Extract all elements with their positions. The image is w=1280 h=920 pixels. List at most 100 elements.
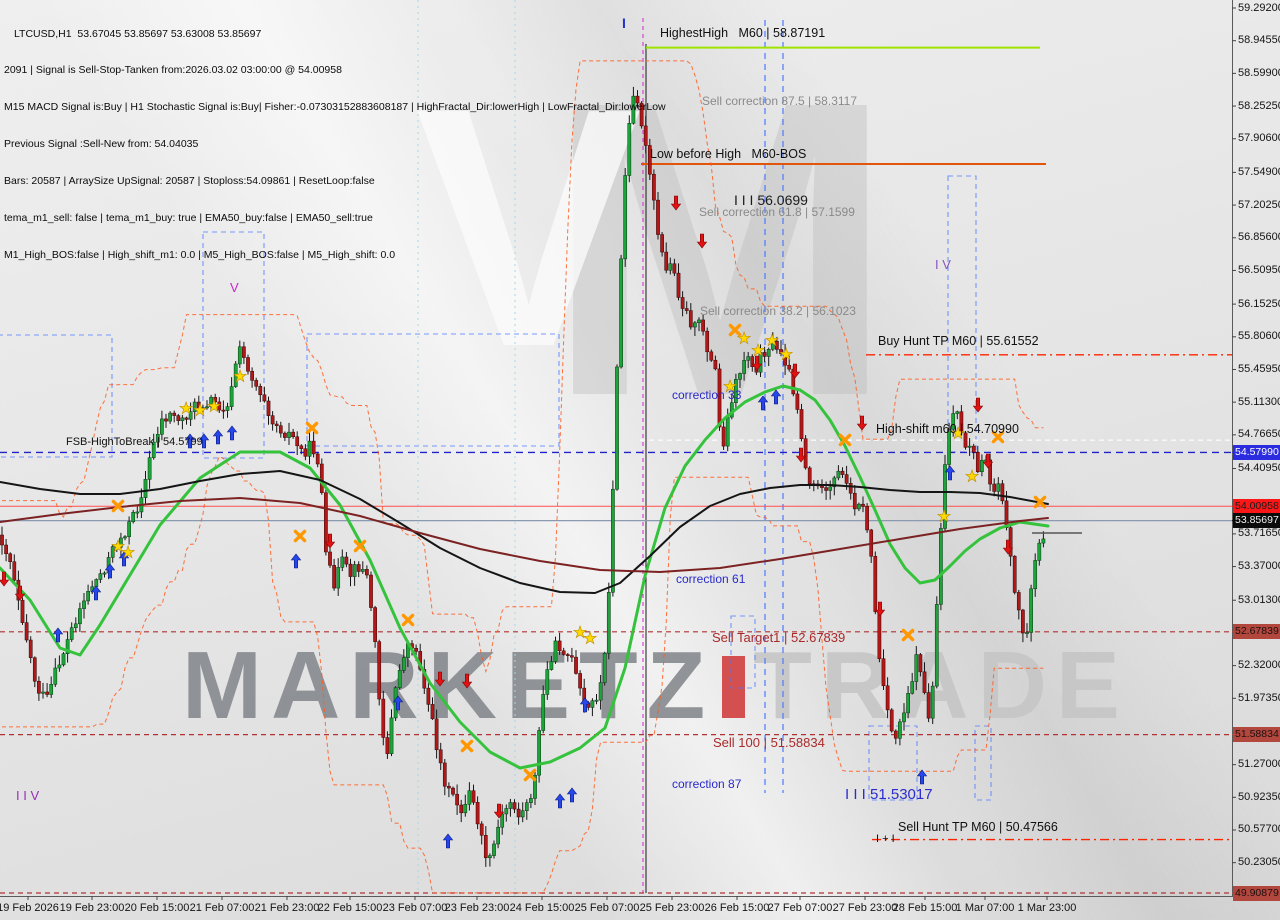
sell-arrow-icon xyxy=(670,195,682,211)
star-signal-icon: ★ xyxy=(751,341,765,360)
sell-arrow-icon xyxy=(14,585,26,601)
buy-arrow-icon xyxy=(52,627,64,643)
candle-body xyxy=(668,263,673,271)
sell-arrow-icon xyxy=(1002,539,1014,555)
candle-body xyxy=(680,297,685,309)
candle-body xyxy=(975,451,980,472)
buy-arrow-icon xyxy=(916,769,928,785)
ma-slower-maroon xyxy=(0,497,1049,573)
candle-body xyxy=(660,234,664,253)
candle-body xyxy=(57,664,62,669)
candle-body xyxy=(861,503,865,507)
candle-body xyxy=(857,503,861,510)
candle-body xyxy=(188,411,193,420)
candle-body xyxy=(520,810,525,818)
candle-body xyxy=(939,528,943,605)
candle-body xyxy=(315,453,320,465)
cross-signal-icon xyxy=(111,499,125,513)
candle-body xyxy=(836,470,841,479)
candle-body xyxy=(643,125,648,146)
brand-watermark-bar-icon xyxy=(722,656,746,718)
candle-body xyxy=(475,802,480,825)
candle-body xyxy=(881,658,886,687)
candle-body xyxy=(385,737,390,754)
candle-body xyxy=(504,808,509,815)
sell-arrow-icon xyxy=(795,447,807,463)
candle-body xyxy=(762,352,767,357)
sell-arrow-icon xyxy=(434,671,446,687)
star-signal-icon: ★ xyxy=(583,629,597,648)
candle-body xyxy=(524,802,529,811)
buy-arrow-icon xyxy=(290,553,302,569)
candle-body xyxy=(619,258,623,368)
candle-body xyxy=(734,379,738,403)
signal-info-line: M15 MACD Signal is:Buy | H1 Stochastic S… xyxy=(4,101,666,114)
candle-body xyxy=(348,563,353,577)
star-signal-icon: ★ xyxy=(779,345,793,364)
candle-body xyxy=(434,718,439,751)
candle-body xyxy=(287,431,291,438)
candle-body xyxy=(258,386,263,396)
buy-arrow-icon xyxy=(757,395,769,411)
candle-body xyxy=(119,537,123,548)
signal-info-line: tema_m1_sell: false | tema_m1_buy: true … xyxy=(4,212,373,225)
candle-body xyxy=(262,394,267,402)
candle-body xyxy=(324,492,328,553)
candle-body xyxy=(578,673,582,689)
candle-body xyxy=(963,432,968,448)
candle-body xyxy=(151,441,156,458)
candle-body xyxy=(537,730,541,776)
star-signal-icon: ★ xyxy=(179,399,193,418)
candle-body xyxy=(590,700,595,708)
signal-info-line: 2091 | Signal is Sell-Stop-Tanken from:2… xyxy=(4,64,342,77)
candle-body xyxy=(766,349,771,357)
sell-arrow-icon xyxy=(493,803,505,819)
candle-body xyxy=(799,409,804,439)
candle-body xyxy=(0,534,4,546)
candle-body xyxy=(295,436,300,447)
candle-body xyxy=(877,611,882,659)
candlesticks[interactable] xyxy=(0,86,1046,867)
buy-arrow-icon xyxy=(212,429,224,445)
ma-slow-green xyxy=(0,384,1050,770)
candle-body xyxy=(201,407,205,410)
candle-body xyxy=(529,798,533,803)
candle-body xyxy=(988,459,992,485)
candle-body xyxy=(721,426,726,447)
candle-body xyxy=(442,762,447,787)
candle-body xyxy=(627,123,632,176)
candle-body xyxy=(242,346,246,358)
candle-body xyxy=(340,556,345,568)
candle-body xyxy=(471,790,476,803)
candle-body xyxy=(1021,609,1025,634)
candle-body xyxy=(114,546,119,549)
candle-body xyxy=(41,691,45,694)
candle-body xyxy=(20,599,25,623)
candle-body xyxy=(49,684,54,695)
buy-arrow-icon xyxy=(392,695,404,711)
candle-body xyxy=(635,95,640,104)
buy-arrow-icon xyxy=(198,433,210,449)
candle-body xyxy=(176,415,181,421)
cross-signal-icon xyxy=(401,613,415,627)
candle-body xyxy=(713,359,718,370)
candle-body xyxy=(1012,555,1017,593)
candle-body xyxy=(135,511,140,514)
candle-body xyxy=(422,669,427,689)
candle-body xyxy=(389,717,394,754)
candle-body xyxy=(492,843,496,856)
candle-body xyxy=(549,661,554,670)
buy-arrow-icon xyxy=(944,465,956,481)
candle-body xyxy=(783,353,787,366)
buy-arrow-icon xyxy=(90,585,102,601)
candle-body xyxy=(898,721,902,739)
candle-body xyxy=(438,749,443,764)
candle-body xyxy=(500,813,505,828)
candle-body xyxy=(557,640,562,652)
candle-body xyxy=(672,263,677,274)
fractal-box xyxy=(730,615,756,689)
candle-body xyxy=(488,855,492,859)
candle-body xyxy=(32,657,37,682)
